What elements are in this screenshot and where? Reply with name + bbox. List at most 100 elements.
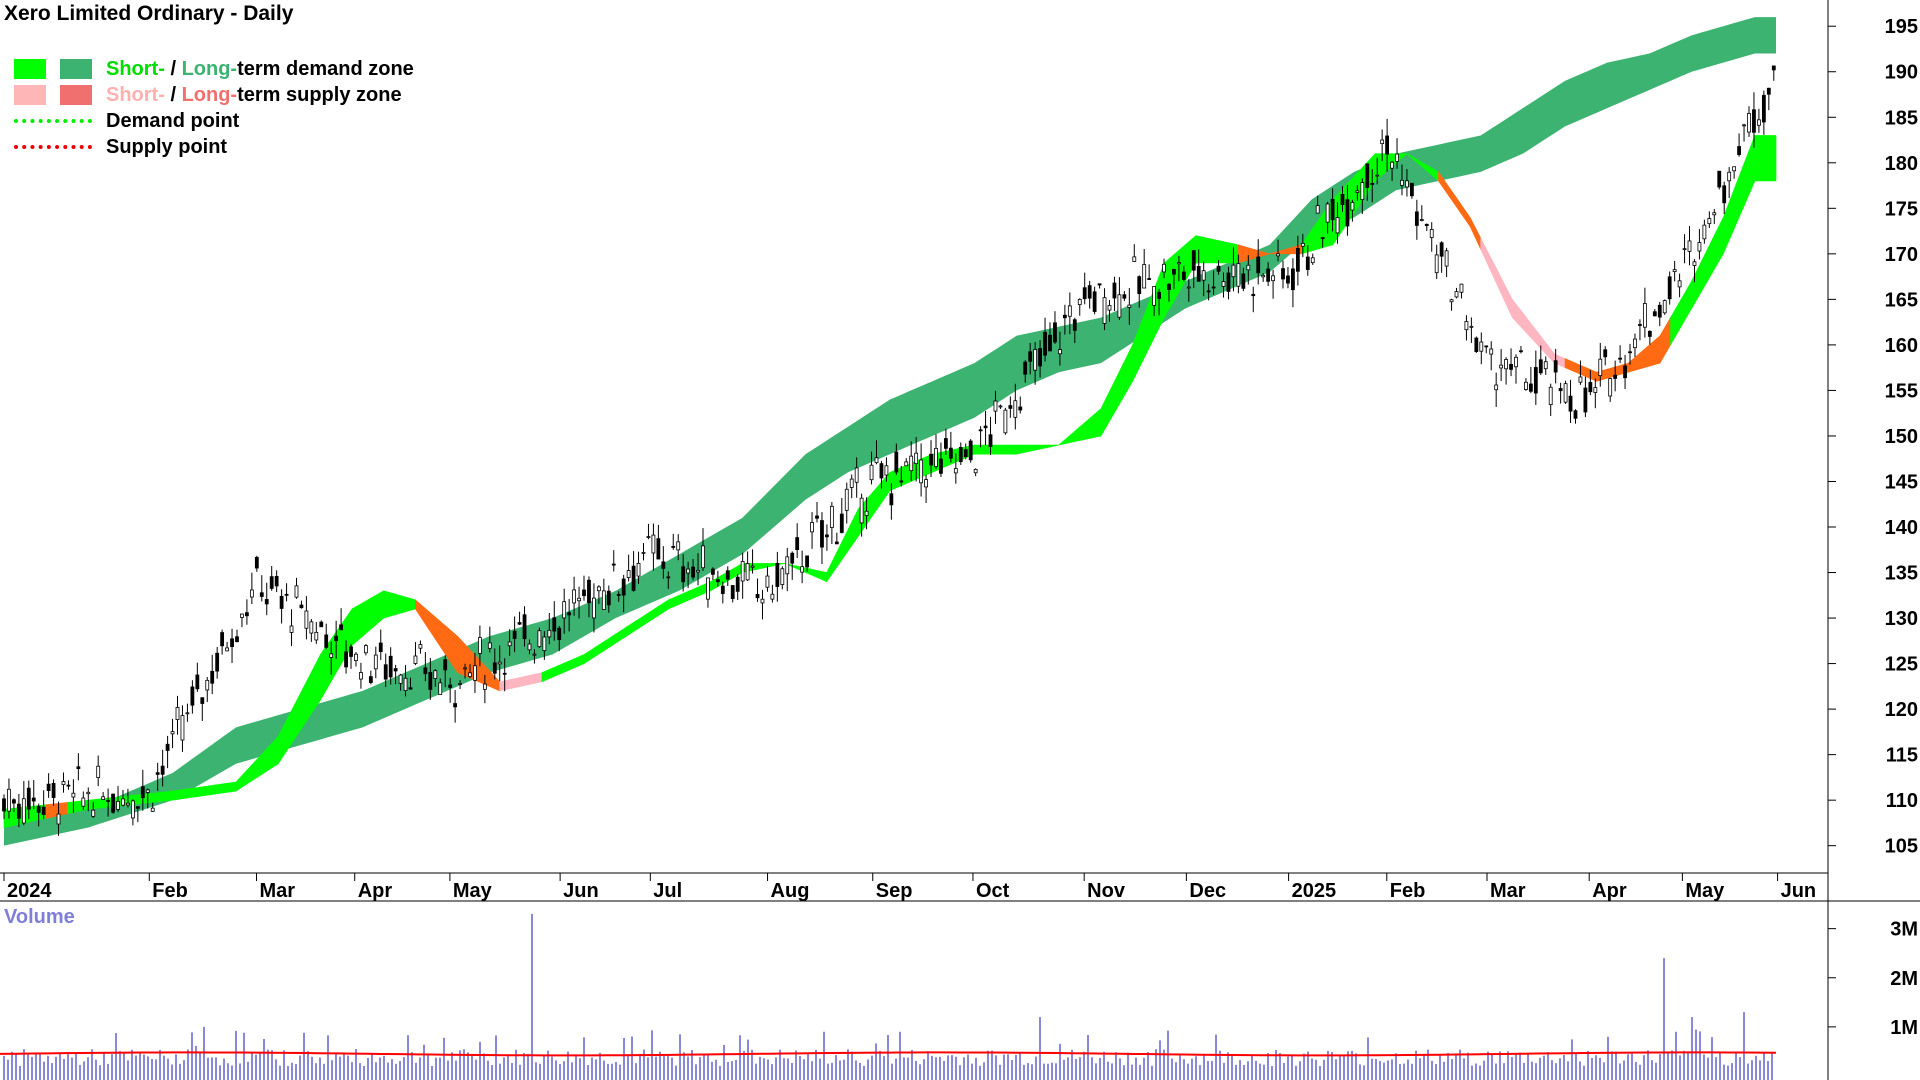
legend-supply-point: Supply point: [14, 134, 414, 160]
legend-long-demand-swatch: [60, 59, 92, 79]
short-term-zone-segment: [1512, 298, 1524, 330]
candle-body: [1717, 170, 1722, 188]
candle-body: [1449, 299, 1454, 303]
short-term-zone-segment: [1701, 238, 1714, 292]
candle-body: [284, 593, 289, 596]
short-term-zone-segment: [457, 635, 469, 678]
candle-body: [517, 622, 522, 625]
candle-body: [1598, 358, 1603, 377]
legend-demand-zone: Short- / Long- term demand zone: [14, 56, 414, 82]
short-term-zone-segment: [604, 633, 617, 651]
candle-body: [1281, 268, 1285, 280]
candle-body: [16, 803, 21, 819]
candle-body: [507, 641, 512, 647]
volume-label: Volume: [4, 906, 75, 928]
short-term-zone-segment: [235, 769, 247, 792]
short-term-zone-segment: [995, 444, 1007, 455]
short-term-zone-segment: [647, 606, 659, 624]
short-term-zone-segment: [225, 781, 237, 793]
candle-body: [1747, 113, 1751, 133]
candle-body: [1548, 386, 1553, 406]
candle-body: [1499, 364, 1504, 369]
candle-body: [482, 683, 487, 690]
candle-body: [1221, 281, 1226, 287]
short-term-zone-segment: [320, 638, 332, 702]
short-term-zone-segment: [1469, 217, 1481, 250]
candle-body: [1618, 357, 1623, 360]
candle-body: [1375, 174, 1380, 177]
candle-body: [1013, 400, 1018, 418]
candle-body: [195, 674, 200, 690]
candle-body: [1474, 337, 1479, 352]
candle-body: [691, 566, 695, 578]
candle-body: [988, 434, 993, 447]
candle-body: [567, 612, 572, 616]
candle-body: [1231, 264, 1236, 278]
short-term-zone-segment: [1459, 201, 1471, 228]
candle-body: [1687, 240, 1692, 252]
date-tick-label: Dec: [1189, 880, 1226, 902]
short-term-zone-segment: [1480, 237, 1492, 273]
candle-body: [1742, 124, 1746, 127]
legend-short-demand-swatch: [14, 59, 46, 79]
candle-body: [1102, 297, 1107, 324]
candle-body: [1647, 330, 1652, 337]
short-term-zone-segment: [541, 667, 553, 683]
candle-body: [552, 617, 557, 632]
short-term-zone-segment: [1090, 407, 1102, 439]
candle-body: [418, 644, 423, 649]
candle-body: [71, 792, 76, 798]
candle-body: [1291, 268, 1295, 291]
short-term-zone-segment: [1026, 444, 1038, 453]
candle-body: [264, 599, 269, 605]
candle-body: [1479, 341, 1484, 352]
candle-body: [1355, 190, 1360, 193]
candle-body: [274, 575, 279, 587]
short-term-zone-segment: [1037, 444, 1049, 450]
price-tick-label: 135: [1885, 563, 1918, 585]
short-term-zone-segment: [1206, 237, 1218, 264]
candle-body: [596, 586, 601, 592]
candle-body: [185, 712, 190, 715]
candle-body: [1662, 300, 1667, 314]
candle-body: [859, 497, 864, 524]
candle-body: [96, 765, 101, 778]
short-term-zone-segment: [562, 658, 574, 674]
candle-body: [1122, 294, 1127, 299]
candle-body: [934, 447, 938, 467]
candle-body: [1385, 135, 1390, 155]
volume-tick-label: 2M: [1890, 968, 1918, 990]
candle-body: [502, 672, 507, 675]
candle-body: [998, 405, 1003, 408]
candle-body: [1256, 256, 1261, 274]
candle-body: [562, 601, 567, 619]
candle-body: [1380, 139, 1385, 145]
candle-body: [532, 653, 537, 656]
candle-body: [1667, 276, 1672, 300]
candle-body: [800, 566, 805, 573]
candle-body: [537, 630, 542, 648]
candle-body: [696, 569, 700, 573]
candle-body: [745, 563, 750, 581]
short-term-zone-segment: [1079, 417, 1091, 441]
legend-supply-zone: Short- / Long- term supply zone: [14, 82, 414, 108]
candle-body: [582, 589, 586, 597]
price-tick-label: 185: [1885, 107, 1918, 129]
legend-demand-point-label: Demand point: [106, 109, 240, 132]
candle-body: [711, 568, 715, 575]
short-term-zone-segment: [1638, 344, 1650, 370]
candle-body: [319, 621, 324, 628]
candle-body: [894, 451, 899, 473]
candle-body: [210, 670, 215, 684]
short-term-zone-segment: [1733, 162, 1745, 230]
candle-body: [329, 653, 334, 658]
candle-body: [715, 579, 720, 583]
candle-body: [309, 621, 314, 634]
candle-body: [606, 590, 611, 606]
candle-body: [775, 562, 780, 587]
candle-body: [953, 468, 958, 474]
candle-body: [854, 467, 859, 483]
short-term-zone-segment: [1069, 426, 1081, 444]
candle-body: [215, 652, 220, 672]
candle-body: [324, 634, 329, 648]
